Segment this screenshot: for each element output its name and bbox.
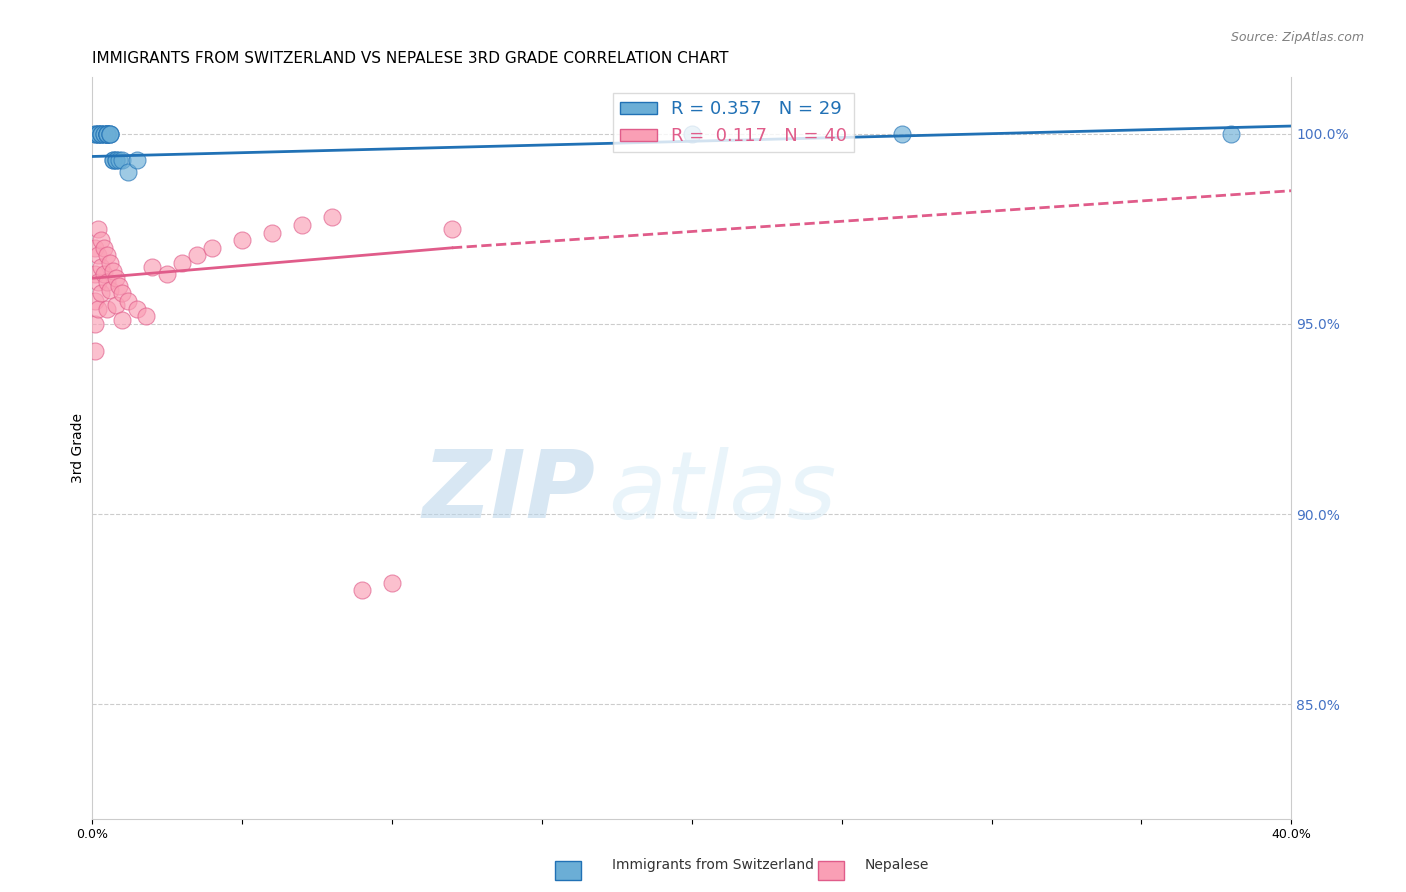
- Point: [96, 248, 118, 262]
- Text: Immigrants from Switzerland: Immigrants from Switzerland: [612, 858, 814, 872]
- Point: [440, 221, 463, 235]
- Point: [135, 310, 157, 324]
- Point: [90, 233, 112, 247]
- Point: [98, 283, 121, 297]
- Point: [291, 218, 314, 232]
- Point: [84, 241, 107, 255]
- Point: [87, 127, 110, 141]
- Text: atlas: atlas: [607, 447, 837, 538]
- Point: [127, 301, 149, 316]
- Point: [201, 241, 224, 255]
- Point: [260, 226, 283, 240]
- Text: ZIP: ZIP: [423, 446, 596, 538]
- Text: IMMIGRANTS FROM SWITZERLAND VS NEPALESE 3RD GRADE CORRELATION CHART: IMMIGRANTS FROM SWITZERLAND VS NEPALESE …: [93, 51, 728, 66]
- Point: [890, 127, 912, 141]
- Point: [84, 294, 107, 309]
- Point: [117, 294, 139, 309]
- Point: [96, 127, 118, 141]
- Point: [84, 317, 107, 331]
- Point: [108, 153, 131, 168]
- Point: [108, 278, 131, 293]
- Point: [93, 127, 115, 141]
- Point: [96, 127, 118, 141]
- Point: [87, 221, 110, 235]
- Point: [87, 301, 110, 316]
- Point: [141, 260, 163, 274]
- Point: [101, 153, 124, 168]
- Point: [98, 127, 121, 141]
- Point: [90, 127, 112, 141]
- Point: [96, 127, 118, 141]
- Point: [96, 127, 118, 141]
- Point: [84, 127, 107, 141]
- Text: Source: ZipAtlas.com: Source: ZipAtlas.com: [1230, 31, 1364, 45]
- Point: [98, 127, 121, 141]
- Point: [381, 575, 404, 590]
- Point: [186, 248, 208, 262]
- Point: [156, 268, 179, 282]
- Point: [93, 241, 115, 255]
- Point: [84, 127, 107, 141]
- Point: [321, 211, 343, 225]
- Point: [681, 127, 703, 141]
- Point: [90, 127, 112, 141]
- Point: [87, 127, 110, 141]
- Point: [87, 248, 110, 262]
- Point: [87, 275, 110, 289]
- Point: [98, 256, 121, 270]
- Point: [1220, 127, 1243, 141]
- Point: [172, 256, 194, 270]
- Point: [96, 275, 118, 289]
- Point: [87, 127, 110, 141]
- Point: [84, 343, 107, 358]
- Point: [105, 153, 128, 168]
- Point: [105, 153, 128, 168]
- Point: [90, 127, 112, 141]
- Legend: R = 0.357   N = 29, R =  0.117   N = 40: R = 0.357 N = 29, R = 0.117 N = 40: [613, 93, 855, 153]
- Point: [105, 298, 128, 312]
- Point: [101, 153, 124, 168]
- Y-axis label: 3rd Grade: 3rd Grade: [72, 413, 86, 483]
- Point: [350, 583, 373, 598]
- Point: [90, 286, 112, 301]
- Point: [111, 153, 134, 168]
- Point: [93, 127, 115, 141]
- Point: [101, 263, 124, 277]
- Text: Nepalese: Nepalese: [865, 858, 929, 872]
- Point: [117, 164, 139, 178]
- Point: [111, 313, 134, 327]
- Point: [90, 260, 112, 274]
- Point: [105, 271, 128, 285]
- Point: [84, 268, 107, 282]
- Point: [96, 127, 118, 141]
- Point: [111, 286, 134, 301]
- Point: [98, 127, 121, 141]
- Point: [96, 301, 118, 316]
- Point: [93, 268, 115, 282]
- Point: [127, 153, 149, 168]
- Point: [231, 233, 253, 247]
